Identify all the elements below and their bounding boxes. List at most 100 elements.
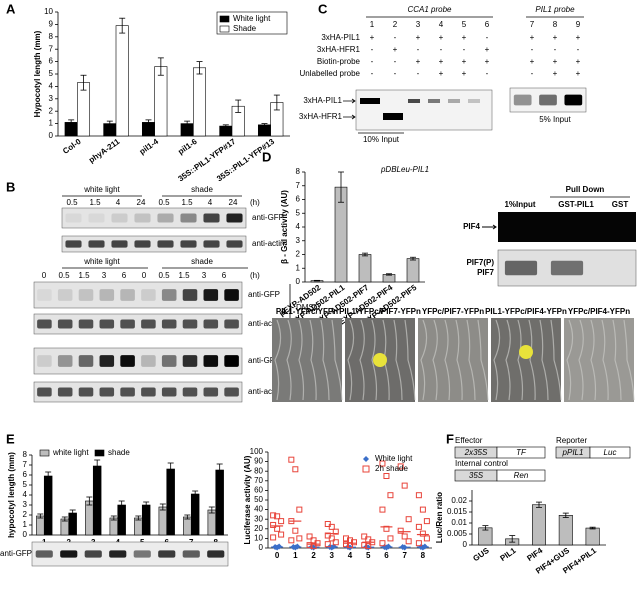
blot-band: [383, 113, 403, 120]
legend-label: shade: [108, 448, 130, 457]
panel-label: A: [6, 1, 16, 16]
y-tick-label: 10: [254, 534, 263, 543]
micrograph: [418, 318, 488, 402]
x-tick-label: 1: [293, 551, 298, 560]
blot-band: [37, 289, 52, 301]
blot: [61, 235, 247, 253]
blot-band: [99, 289, 115, 301]
blot-band: [134, 240, 151, 248]
row-label: Unlabelled probe: [300, 69, 361, 78]
row-mark: +: [576, 57, 581, 66]
error-bar: [119, 17, 126, 34]
error-bar: [135, 515, 142, 521]
blot-band: [564, 94, 583, 106]
construct-part: Luc: [604, 448, 617, 457]
point: [306, 542, 313, 549]
error-bar: [261, 123, 268, 127]
point: [423, 535, 430, 542]
lane-label: 7: [530, 20, 535, 29]
point: [332, 539, 339, 546]
y-tick-label: 7: [23, 460, 28, 469]
row-mark: +: [439, 57, 444, 66]
error-bar: [37, 513, 44, 519]
blot: [498, 212, 636, 242]
blot-band: [158, 550, 176, 558]
cell-outline: [331, 319, 343, 401]
time-label: 0: [42, 271, 47, 280]
y-tick-label: 4: [296, 222, 301, 231]
y-tick-label: 0.01: [451, 518, 467, 527]
point: [397, 527, 404, 534]
lane-label: 2: [393, 20, 398, 29]
blot-band: [157, 240, 174, 248]
row-mark: -: [417, 69, 420, 78]
blot-band: [468, 99, 480, 103]
blot-band: [99, 355, 115, 367]
point: [296, 506, 303, 513]
y-tick-label: 3: [23, 500, 28, 509]
error-bar: [157, 57, 164, 76]
panel-label: F: [446, 431, 454, 446]
cell-outline: [623, 319, 635, 401]
y-tick-label: 80: [254, 466, 263, 475]
point: [328, 535, 335, 542]
lane-label: 6: [485, 20, 490, 29]
blot-band: [57, 387, 73, 397]
blot-band: [428, 99, 440, 103]
y-tick-label: 20: [254, 524, 263, 533]
row-mark: +: [576, 33, 581, 42]
construct-part: pPIL1: [562, 448, 584, 457]
cell-outline: [528, 319, 536, 401]
y-tick-label: 1: [49, 119, 54, 128]
construct-title: Internal control: [455, 459, 508, 468]
nucleus: [519, 345, 533, 359]
blot-band: [203, 355, 219, 367]
cell-outline: [601, 319, 609, 401]
y-tick-label: 3: [49, 94, 54, 103]
row-mark: +: [553, 57, 558, 66]
error-bar: [338, 171, 344, 203]
point: [270, 521, 277, 528]
blot-band: [203, 240, 220, 248]
blot-band: [448, 99, 460, 103]
x-tick-label: 4: [348, 551, 353, 560]
blot-band: [120, 355, 135, 367]
y-tick-label: 7: [49, 44, 54, 53]
unit-label: (h): [250, 198, 260, 207]
cell-outline: [320, 319, 330, 401]
row-mark: -: [554, 45, 557, 54]
time-label: 0.5: [58, 271, 70, 280]
blot-band: [37, 319, 52, 329]
time-label: 24: [137, 198, 146, 207]
lane-label: 8: [553, 20, 558, 29]
blot-band: [111, 213, 128, 223]
error-bar: [482, 525, 489, 531]
blot: [33, 381, 243, 403]
row-mark: -: [371, 45, 374, 54]
x-tick-label: PIF4: [525, 546, 544, 563]
blot-band: [37, 355, 52, 367]
blot-band: [182, 319, 198, 329]
blot-band: [78, 387, 94, 397]
construct-part: 35S: [469, 471, 484, 480]
error-bar: [192, 490, 199, 498]
legend-swatch: [94, 449, 105, 457]
blot-band: [120, 289, 135, 301]
error-bar: [196, 61, 203, 75]
blot-band: [78, 319, 94, 329]
x-tick-label: pil1-6: [176, 137, 199, 157]
panel-label: C: [318, 1, 328, 16]
y-tick-label: 8: [296, 167, 301, 176]
lane-label: 3: [416, 20, 421, 29]
blot: [355, 89, 493, 131]
point: [270, 534, 277, 541]
point: [343, 541, 349, 548]
time-label: 3: [102, 271, 107, 280]
pulldown-label: Pull Down: [566, 185, 605, 194]
y-tick-label: 2: [23, 510, 28, 519]
legend-label: Shade: [233, 24, 257, 33]
blot: [33, 313, 243, 335]
condition-label: shade: [191, 185, 213, 194]
point: [415, 540, 422, 547]
error-bar: [216, 463, 223, 477]
